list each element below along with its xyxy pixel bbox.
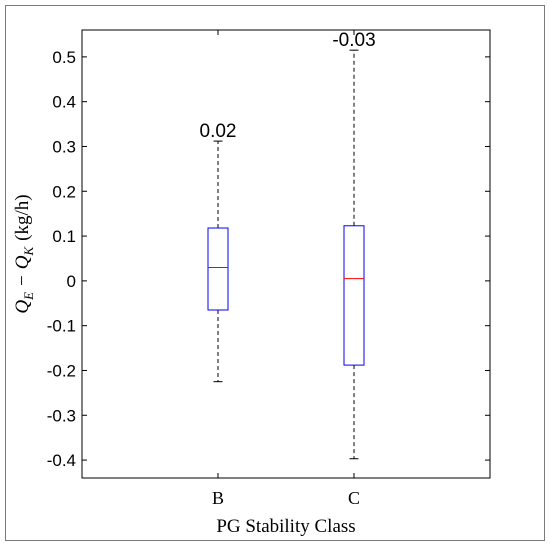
box-B: 0.02 [200, 121, 237, 383]
interquartile-box [207, 227, 229, 311]
x-tick-label: C [348, 488, 360, 508]
box-annotation: -0.03 [332, 30, 375, 51]
y-tick-label: -0.3 [47, 406, 76, 425]
y-tick-label: -0.1 [47, 317, 76, 336]
y-label-q1: Q [12, 300, 33, 314]
y-tick-label: -0.4 [47, 451, 76, 470]
boxes-layer: 0.02 -0.03 [200, 30, 376, 460]
y-label-unit: (kg/h) [12, 194, 33, 240]
figure-frame [5, 5, 545, 541]
y-label-minus: − [12, 275, 33, 286]
y-axis-label: QE−QK(kg/h) [12, 194, 36, 313]
box-C: -0.03 [332, 30, 376, 460]
box-annotation: 0.02 [200, 121, 237, 142]
y-axis: -0.4 -0.3 -0.2 -0.1 0 0.1 0.2 0.3 0.4 0.5 [47, 48, 490, 470]
y-tick-label: 0.2 [52, 182, 76, 201]
interquartile-box [343, 225, 365, 366]
y-tick-label: 0.1 [52, 227, 76, 246]
y-tick-label: 0 [67, 272, 76, 291]
x-axis-label: PG Stability Class [216, 516, 355, 537]
y-tick-label: -0.2 [47, 361, 76, 380]
y-label-sub2: K [21, 245, 36, 256]
plot-area [81, 29, 491, 479]
y-label-q2: Q [12, 255, 33, 269]
y-label-sub1: E [21, 292, 36, 301]
y-tick-label: 0.4 [52, 93, 76, 112]
x-tick-label: B [212, 488, 224, 508]
y-tick-label: 0.5 [52, 48, 76, 67]
y-tick-label: 0.3 [52, 137, 76, 156]
